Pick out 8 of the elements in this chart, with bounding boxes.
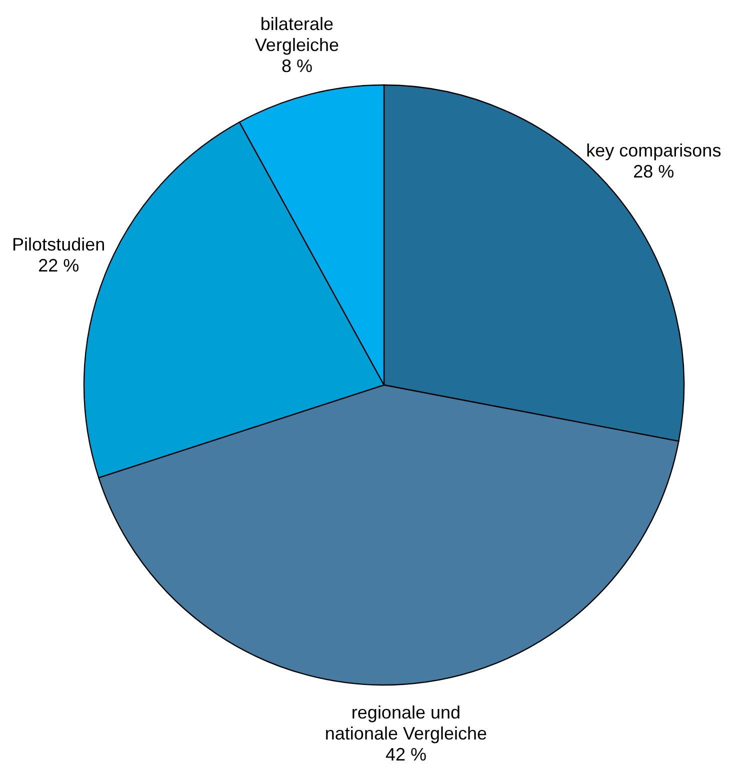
slice-label: regionale und nationale Vergleiche bbox=[324, 702, 488, 744]
data-label: 28 % bbox=[633, 161, 674, 182]
data-label: 8 % bbox=[281, 56, 312, 76]
slice-label: Pilotstudien bbox=[12, 234, 106, 254]
data-label: 42 % bbox=[385, 744, 426, 764]
slice-label: bilaterale Vergleiche bbox=[254, 14, 339, 55]
data-label: 22 % bbox=[38, 255, 80, 276]
slice-label: key comparisons bbox=[586, 140, 722, 160]
